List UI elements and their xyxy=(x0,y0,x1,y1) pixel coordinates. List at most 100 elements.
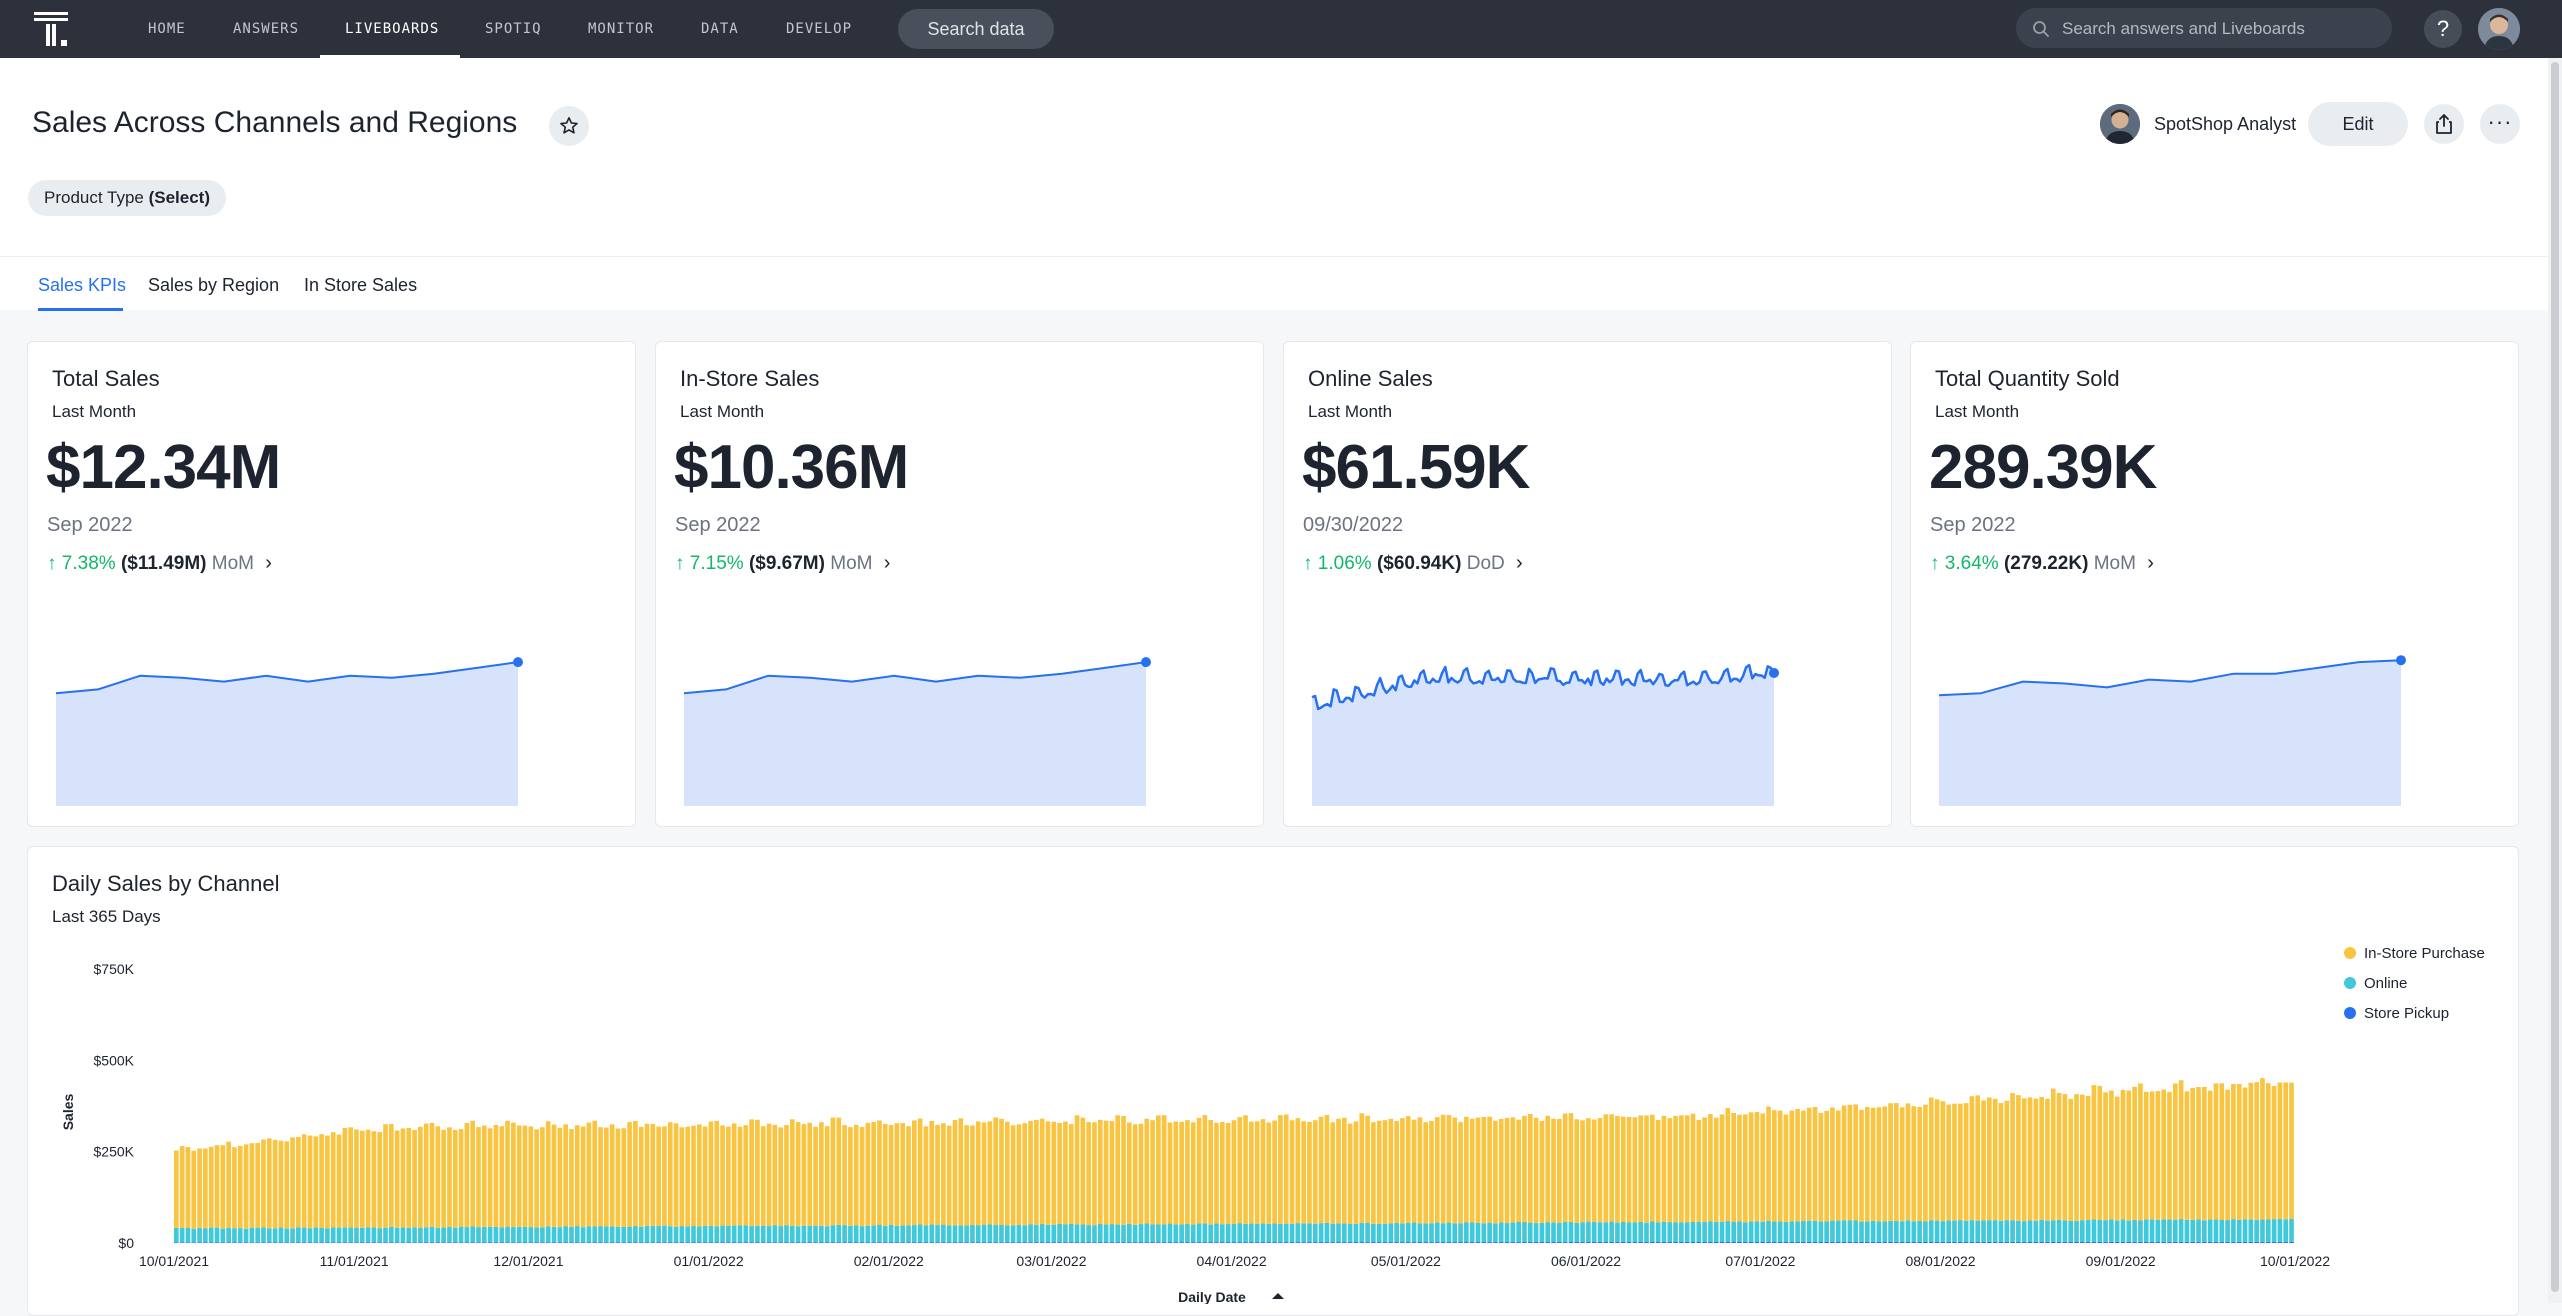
bar-online[interactable] xyxy=(1190,1224,1196,1243)
bar-in-store-purchase[interactable] xyxy=(1481,1117,1487,1224)
bar-store-pickup[interactable] xyxy=(1347,1242,1353,1243)
bar-online[interactable] xyxy=(871,1225,876,1243)
bar-online[interactable] xyxy=(1527,1222,1533,1243)
bar-store-pickup[interactable] xyxy=(720,1242,725,1243)
bar-online[interactable] xyxy=(1063,1224,1068,1243)
bar-online[interactable] xyxy=(1830,1220,1835,1242)
bar-in-store-purchase[interactable] xyxy=(842,1125,847,1226)
bar-store-pickup[interactable] xyxy=(1911,1241,1917,1243)
bar-store-pickup[interactable] xyxy=(1824,1241,1829,1243)
bar-store-pickup[interactable] xyxy=(2202,1241,2207,1243)
bar-online[interactable] xyxy=(673,1226,679,1243)
bar-in-store-purchase[interactable] xyxy=(2097,1085,2103,1220)
bar-online[interactable] xyxy=(819,1225,824,1243)
bar-in-store-purchase[interactable] xyxy=(1690,1113,1696,1222)
bar-in-store-purchase[interactable] xyxy=(319,1134,324,1228)
bar-in-store-purchase[interactable] xyxy=(511,1122,516,1228)
bar-in-store-purchase[interactable] xyxy=(214,1145,220,1228)
bar-in-store-purchase[interactable] xyxy=(1254,1121,1260,1225)
bar-online[interactable] xyxy=(290,1228,295,1243)
bar-online[interactable] xyxy=(1243,1223,1248,1243)
bar-store-pickup[interactable] xyxy=(261,1242,266,1243)
bar-online[interactable] xyxy=(499,1227,505,1243)
bar-in-store-purchase[interactable] xyxy=(1022,1123,1028,1226)
bar-in-store-purchase[interactable] xyxy=(1859,1109,1864,1222)
bar-online[interactable] xyxy=(1127,1223,1132,1243)
bar-store-pickup[interactable] xyxy=(2172,1241,2178,1243)
bar-in-store-purchase[interactable] xyxy=(232,1147,237,1229)
bar-in-store-purchase[interactable] xyxy=(2068,1098,2074,1221)
bar-in-store-purchase[interactable] xyxy=(226,1141,231,1228)
bar-in-store-purchase[interactable] xyxy=(1365,1115,1370,1223)
bar-in-store-purchase[interactable] xyxy=(2062,1094,2068,1221)
bar-store-pickup[interactable] xyxy=(1679,1242,1684,1243)
bar-in-store-purchase[interactable] xyxy=(1045,1121,1051,1225)
bar-online[interactable] xyxy=(1405,1222,1411,1243)
bar-in-store-purchase[interactable] xyxy=(1237,1117,1243,1224)
bar-online[interactable] xyxy=(1824,1221,1829,1242)
bar-in-store-purchase[interactable] xyxy=(2074,1094,2079,1221)
bar-online[interactable] xyxy=(644,1225,650,1243)
legend-item-online[interactable]: Online xyxy=(2344,975,2407,992)
bar-online[interactable] xyxy=(1731,1222,1736,1242)
bar-online[interactable] xyxy=(923,1225,929,1243)
bar-online[interactable] xyxy=(1330,1223,1336,1243)
bar-store-pickup[interactable] xyxy=(609,1242,615,1243)
bar-online[interactable] xyxy=(383,1227,388,1243)
bar-store-pickup[interactable] xyxy=(696,1242,702,1243)
bar-in-store-purchase[interactable] xyxy=(1644,1115,1649,1223)
bar-in-store-purchase[interactable] xyxy=(1649,1114,1655,1222)
bar-online[interactable] xyxy=(1016,1224,1022,1243)
bar-in-store-purchase[interactable] xyxy=(1597,1118,1603,1223)
bar-online[interactable] xyxy=(917,1224,923,1243)
bar-online[interactable] xyxy=(1981,1220,1986,1242)
bar-store-pickup[interactable] xyxy=(243,1242,249,1243)
bar-in-store-purchase[interactable] xyxy=(2225,1089,2230,1221)
bar-in-store-purchase[interactable] xyxy=(1806,1107,1812,1221)
bar-store-pickup[interactable] xyxy=(1981,1241,1986,1243)
bar-online[interactable] xyxy=(1144,1223,1150,1243)
bar-store-pickup[interactable] xyxy=(586,1242,592,1243)
bar-online[interactable] xyxy=(1179,1224,1184,1243)
bar-store-pickup[interactable] xyxy=(1423,1242,1429,1243)
bar-store-pickup[interactable] xyxy=(296,1242,301,1243)
bar-store-pickup[interactable] xyxy=(452,1242,458,1243)
bar-store-pickup[interactable] xyxy=(1109,1242,1115,1243)
bar-online[interactable] xyxy=(1510,1222,1516,1243)
bar-online[interactable] xyxy=(266,1228,272,1243)
bar-store-pickup[interactable] xyxy=(1127,1242,1132,1243)
bar-store-pickup[interactable] xyxy=(1039,1242,1045,1243)
daily-sales-chart-card[interactable]: Daily Sales by Channel Last 365 Days In-… xyxy=(27,846,2519,1316)
bar-store-pickup[interactable] xyxy=(1580,1242,1585,1243)
bar-online[interactable] xyxy=(2039,1219,2044,1242)
bar-online[interactable] xyxy=(1952,1220,1957,1242)
bar-store-pickup[interactable] xyxy=(1539,1242,1545,1243)
bar-online[interactable] xyxy=(1237,1223,1243,1243)
bar-in-store-purchase[interactable] xyxy=(929,1120,935,1225)
nav-data[interactable]: DATA xyxy=(701,21,739,37)
bar-in-store-purchase[interactable] xyxy=(208,1146,214,1228)
bar-online[interactable] xyxy=(1214,1223,1219,1243)
bar-online[interactable] xyxy=(505,1226,510,1243)
bar-online[interactable] xyxy=(766,1226,772,1243)
bar-in-store-purchase[interactable] xyxy=(1998,1102,2004,1222)
bar-online[interactable] xyxy=(1365,1222,1370,1243)
bar-in-store-purchase[interactable] xyxy=(714,1120,720,1227)
bar-store-pickup[interactable] xyxy=(1388,1242,1394,1243)
bar-in-store-purchase[interactable] xyxy=(1068,1124,1074,1224)
bar-online[interactable] xyxy=(1545,1222,1551,1243)
bar-store-pickup[interactable] xyxy=(1545,1242,1551,1243)
bar-online[interactable] xyxy=(1353,1223,1359,1243)
kpi-change[interactable]: ↑ 3.64% (279.22K) MoM › xyxy=(1930,552,2154,575)
bar-online[interactable] xyxy=(1475,1222,1481,1243)
bar-store-pickup[interactable] xyxy=(795,1242,801,1243)
bar-in-store-purchase[interactable] xyxy=(2091,1085,2097,1220)
bar-in-store-purchase[interactable] xyxy=(516,1125,522,1227)
bar-in-store-purchase[interactable] xyxy=(755,1119,760,1226)
bar-in-store-purchase[interactable] xyxy=(2289,1082,2294,1219)
bar-online[interactable] xyxy=(1591,1222,1597,1243)
bar-in-store-purchase[interactable] xyxy=(2283,1082,2289,1220)
bar-in-store-purchase[interactable] xyxy=(877,1120,882,1225)
bar-online[interactable] xyxy=(476,1227,481,1243)
bar-online[interactable] xyxy=(737,1225,743,1243)
